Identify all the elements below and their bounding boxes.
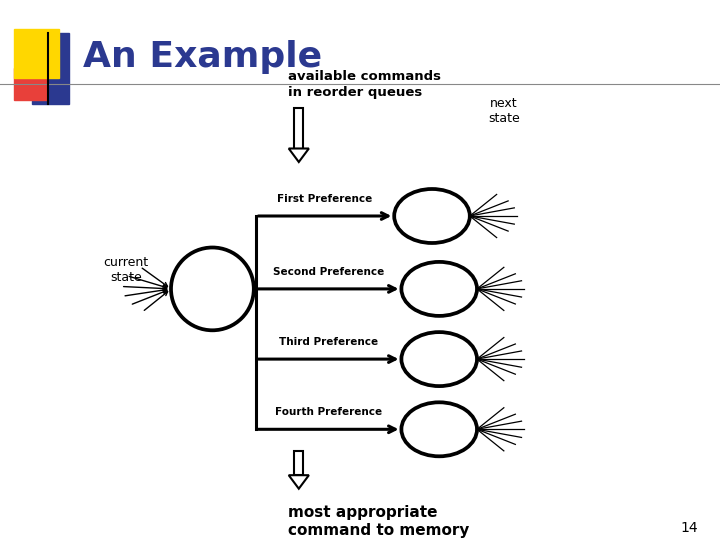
Bar (14, 68, 47, 100)
Text: current
state: current state (104, 256, 148, 284)
Bar (294, 108, 304, 148)
Ellipse shape (402, 262, 477, 316)
Text: An Example: An Example (83, 40, 322, 73)
Text: Third Preference: Third Preference (279, 337, 378, 347)
Text: next
state: next state (488, 97, 520, 125)
Polygon shape (289, 475, 309, 489)
Ellipse shape (395, 189, 470, 243)
Bar (14, 29, 59, 78)
Text: available commands
in reorder queues: available commands in reorder queues (288, 70, 441, 99)
Text: most appropriate
command to memory: most appropriate command to memory (288, 505, 469, 538)
Text: 14: 14 (681, 521, 698, 535)
Bar (32, 33, 69, 104)
Ellipse shape (402, 402, 477, 456)
Text: First Preference: First Preference (277, 194, 372, 204)
Ellipse shape (402, 332, 477, 386)
Bar (294, 451, 304, 475)
Polygon shape (289, 148, 309, 162)
Ellipse shape (171, 247, 253, 330)
Text: Second Preference: Second Preference (273, 267, 384, 277)
Text: Fourth Preference: Fourth Preference (275, 407, 382, 417)
